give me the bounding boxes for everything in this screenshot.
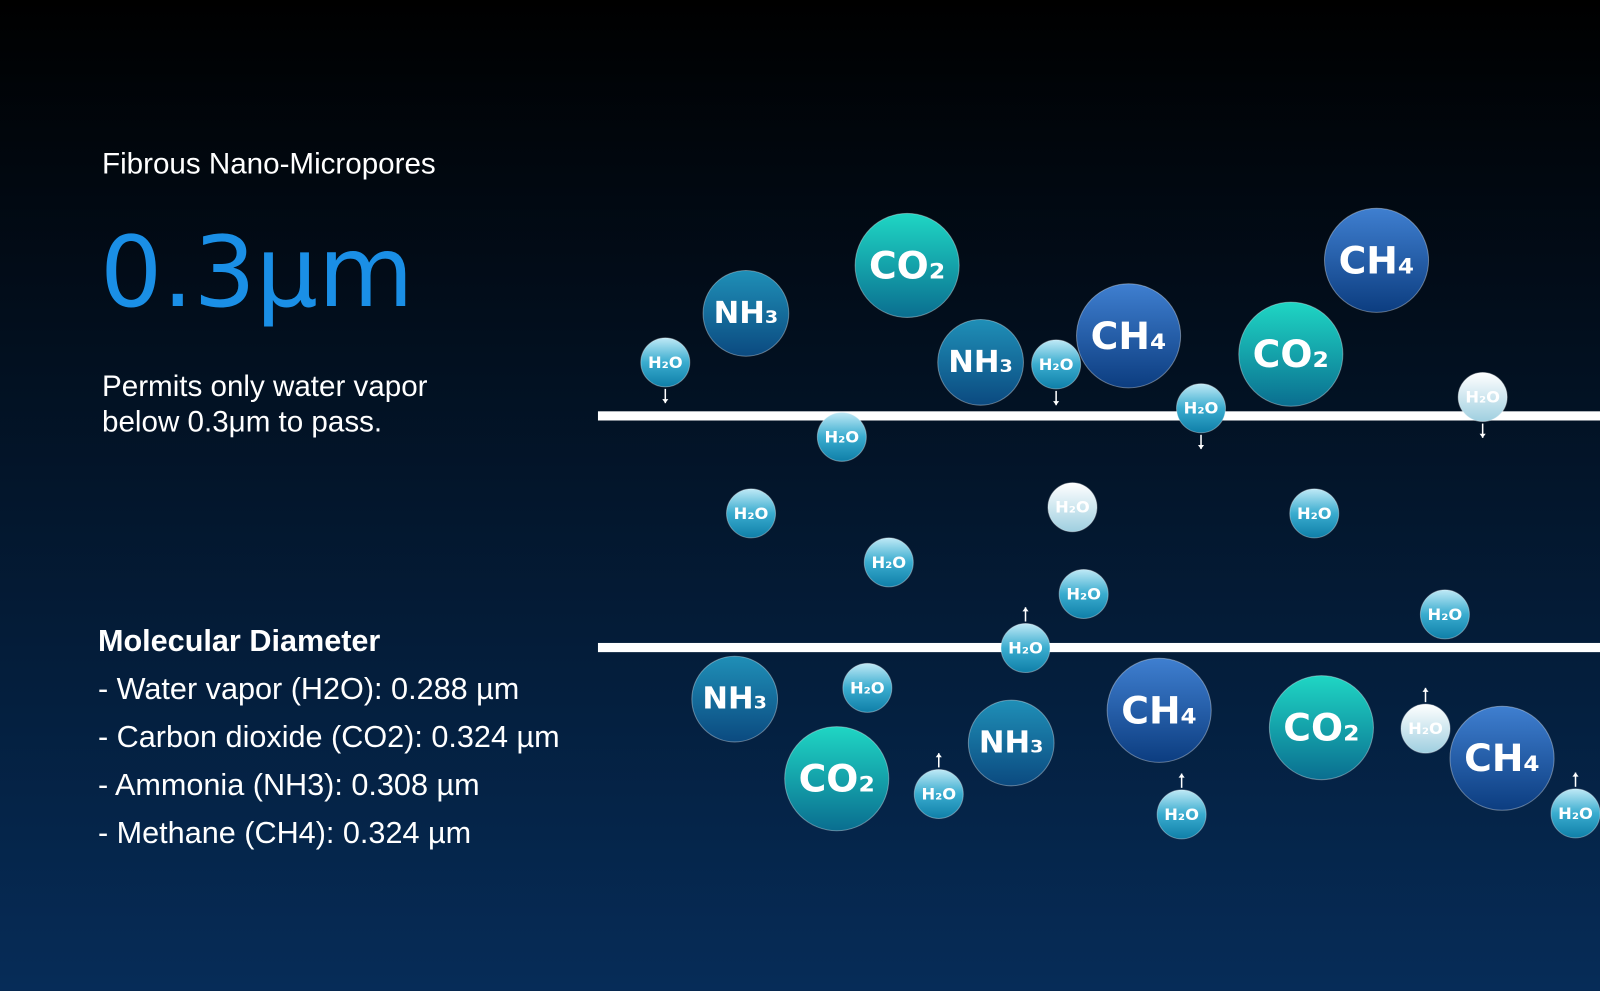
- molecule: [1289, 488, 1340, 539]
- diameter-item: - Ammonia (NH3): 0.308 µm: [98, 768, 480, 802]
- molecule-label: NH₃: [702, 682, 767, 717]
- description-line: below 0.3μm to pass.: [102, 406, 382, 439]
- header-label: Fibrous Nano-Micropores: [102, 148, 436, 181]
- molecule-label: H₂O: [1558, 804, 1593, 823]
- molecule-label: CO₂: [869, 243, 945, 287]
- molecule: [1457, 372, 1508, 423]
- molecule: [1076, 283, 1182, 389]
- molecule: [691, 655, 779, 743]
- molecule-label: CO₂: [799, 757, 875, 801]
- molecule: [1058, 568, 1109, 619]
- molecule: [784, 726, 890, 832]
- molecule: [1156, 789, 1207, 840]
- molecule: [1449, 705, 1555, 811]
- molecule: [816, 411, 867, 462]
- molecule-label: H₂O: [1408, 719, 1443, 738]
- diameter-item: - Methane (CH4): 0.324 µm: [98, 816, 471, 850]
- molecule-label: H₂O: [1055, 498, 1090, 517]
- membrane: [597, 642, 1600, 653]
- arrow-head: [1479, 433, 1486, 438]
- molecule: [640, 337, 691, 388]
- arrow-head: [1022, 607, 1029, 612]
- molecule-label: H₂O: [1039, 355, 1074, 374]
- diameter-item: - Water vapor (H2O): 0.288 µm: [98, 672, 519, 706]
- arrow-head: [1422, 687, 1429, 692]
- molecule: [1550, 788, 1600, 839]
- molecule: [1400, 703, 1451, 754]
- molecule: [1000, 623, 1051, 674]
- molecule-label: H₂O: [1184, 399, 1219, 418]
- diameter-title: Molecular Diameter: [98, 624, 380, 658]
- molecule: [913, 768, 964, 819]
- molecule-label: NH₃: [714, 296, 779, 331]
- molecule-label: NH₃: [948, 345, 1013, 380]
- molecule-label: H₂O: [871, 553, 906, 572]
- molecule: [937, 318, 1024, 406]
- molecule-label: H₂O: [734, 504, 769, 523]
- molecule: [1047, 482, 1098, 533]
- molecule: [726, 488, 777, 539]
- molecule: [854, 212, 960, 318]
- molecule-label: H₂O: [1066, 584, 1101, 603]
- membrane: [597, 411, 1600, 421]
- molecule-label: CH₄: [1339, 238, 1415, 282]
- molecule: [1031, 339, 1082, 390]
- molecule: [702, 269, 790, 357]
- molecule-label: CH₄: [1464, 736, 1540, 780]
- molecule-label: H₂O: [850, 678, 885, 697]
- pore-size: 0.3μm: [100, 216, 413, 330]
- molecule: [1268, 675, 1374, 781]
- molecule-label: H₂O: [1297, 504, 1332, 523]
- molecule: [1238, 301, 1344, 407]
- molecule-label: H₂O: [921, 784, 956, 803]
- diameter-item: - Carbon dioxide (CO2): 0.324 µm: [98, 720, 560, 754]
- arrow-head: [1178, 773, 1185, 778]
- molecule-label: H₂O: [648, 353, 683, 372]
- molecule: [967, 699, 1055, 787]
- molecule-label: H₂O: [1428, 605, 1463, 624]
- molecule: [863, 537, 914, 588]
- molecule-label: CH₄: [1091, 314, 1167, 358]
- molecule-label: CH₄: [1121, 688, 1197, 732]
- arrow-head: [1053, 401, 1060, 406]
- arrow-head: [1197, 444, 1205, 450]
- molecule: [1106, 657, 1212, 763]
- molecule-label: H₂O: [825, 427, 860, 446]
- molecule-label: H₂O: [1008, 639, 1043, 658]
- molecule-label: NH₃: [979, 725, 1044, 760]
- molecule-label: H₂O: [1465, 388, 1500, 407]
- arrow-head: [662, 399, 669, 404]
- molecule: [842, 662, 893, 713]
- molecule: [1176, 383, 1227, 434]
- molecule-label: CO₂: [1283, 706, 1359, 750]
- arrow-head: [935, 753, 942, 758]
- description-line: Permits only water vapor: [102, 370, 428, 403]
- arrow-head: [1572, 772, 1579, 777]
- molecule: [1419, 589, 1470, 640]
- molecule-label: H₂O: [1164, 805, 1199, 824]
- molecule-label: CO₂: [1253, 332, 1329, 376]
- molecule: [1323, 207, 1430, 313]
